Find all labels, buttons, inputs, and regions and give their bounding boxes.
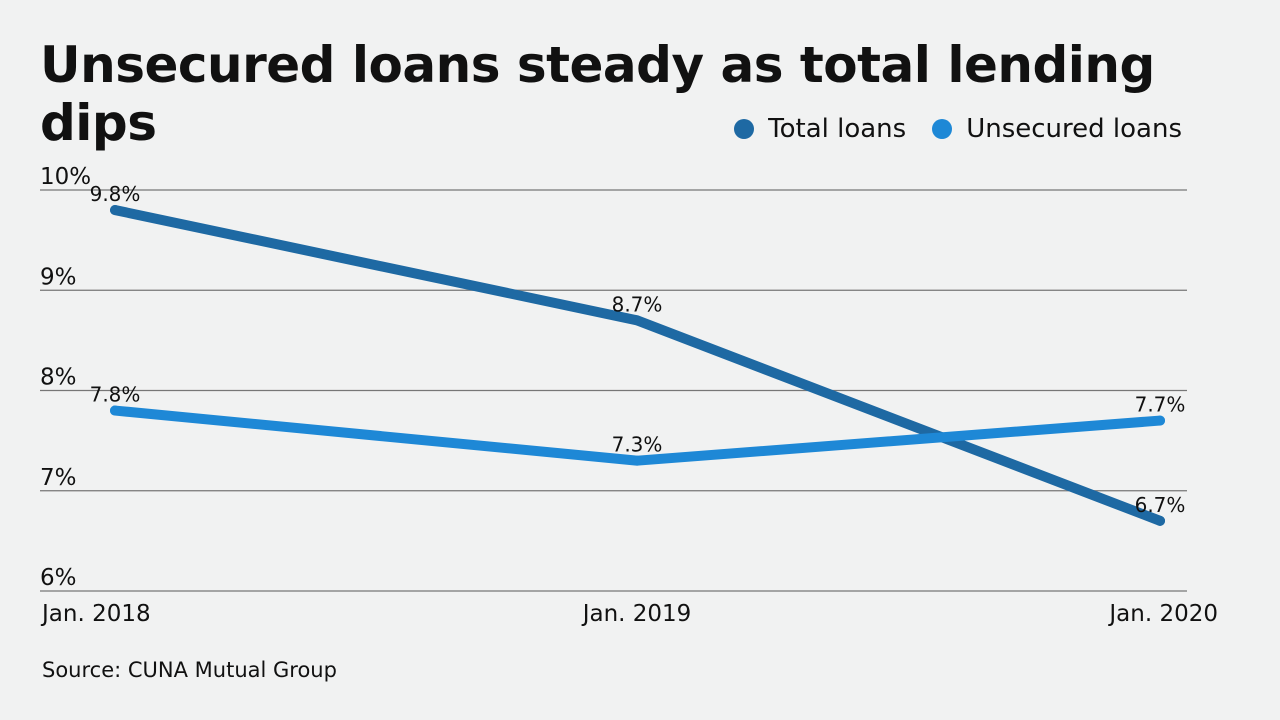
data-point (632, 455, 642, 466)
data-label: 7.3% (612, 433, 663, 457)
source-note: Source: CUNA Mutual Group (42, 658, 337, 682)
x-tick-label: Jan. 2019 (581, 601, 692, 627)
y-tick-label: 8% (40, 365, 77, 391)
series-line-total-loans (110, 205, 1165, 526)
y-tick-label: 7% (40, 465, 77, 491)
data-point (110, 405, 120, 416)
data-point (632, 315, 642, 326)
data-label: 9.8% (90, 182, 141, 206)
legend-item-unsecured-loans: Unsecured loans (932, 114, 1182, 144)
legend: Total loans Unsecured loans (734, 114, 1182, 144)
data-point (1155, 415, 1165, 426)
data-label: 7.8% (90, 383, 141, 407)
legend-marker-unsecured-loans (932, 119, 953, 139)
chart-title: Unsecured loans steady as total lending … (40, 36, 1155, 152)
x-tick-label: Jan. 2020 (1107, 601, 1218, 627)
y-tick-label: 9% (40, 264, 77, 290)
data-point (1155, 515, 1165, 526)
data-label: 8.7% (612, 292, 663, 316)
legend-marker-total-loans (734, 119, 755, 139)
data-label: 6.7% (1135, 493, 1186, 517)
legend-item-total-loans: Total loans (734, 114, 906, 144)
x-tick-label: Jan. 2018 (40, 601, 151, 627)
y-tick-label: 10% (40, 164, 91, 190)
legend-label: Unsecured loans (966, 114, 1182, 144)
data-point (110, 205, 120, 216)
y-tick-label: 6% (40, 565, 77, 591)
legend-label: Total loans (768, 114, 907, 144)
data-label: 7.7% (1135, 393, 1186, 417)
